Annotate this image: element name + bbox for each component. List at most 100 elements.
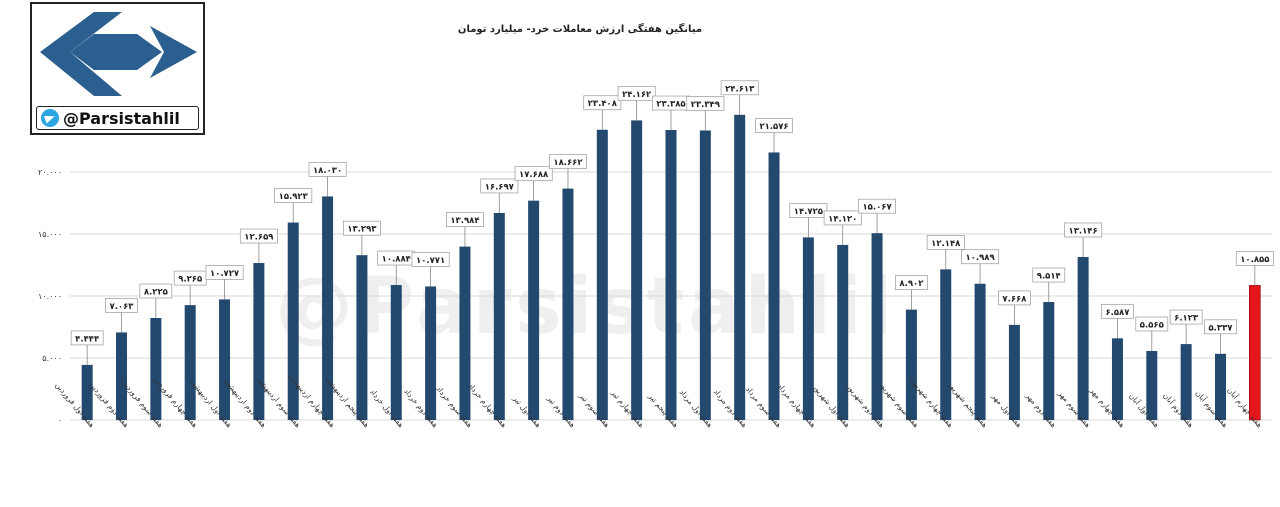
- data-label-box: [1169, 309, 1203, 325]
- bar: [802, 237, 814, 420]
- data-label-box: [617, 86, 656, 101]
- data-label: ۵.۵۶۵: [1140, 320, 1164, 330]
- telegram-icon: [41, 109, 59, 127]
- data-label: ۲۳.۴۰۸: [588, 99, 618, 109]
- bar: [1180, 344, 1192, 420]
- bar: [253, 263, 265, 420]
- data-label-box: [1204, 319, 1237, 335]
- data-label-box: [308, 162, 347, 177]
- bar: [1043, 302, 1055, 420]
- bar: [871, 233, 883, 420]
- data-label-box: [1135, 316, 1169, 332]
- data-label: ۱۲.۱۴۸: [931, 239, 961, 249]
- data-label: ۱۸.۶۶۲: [553, 158, 583, 168]
- y-tick-label: ۵.۰۰۰: [42, 354, 62, 363]
- bar: [493, 212, 505, 420]
- data-label-box: [239, 228, 278, 244]
- data-label-box: [789, 203, 828, 218]
- data-label: ۹.۵۱۴: [1037, 272, 1061, 282]
- bar: [528, 200, 540, 420]
- bar: [184, 305, 196, 420]
- bar: [596, 129, 608, 421]
- logo-shape-mid: [70, 34, 162, 70]
- bar: [734, 114, 746, 420]
- data-label-box: [549, 154, 587, 169]
- data-label: ۱۰.۷۷۱: [416, 256, 445, 266]
- data-label-box: [139, 283, 173, 299]
- bar: [1111, 338, 1123, 420]
- y-tick-label: ۰: [58, 416, 62, 425]
- data-label: ۲۱.۵۷۶: [759, 122, 788, 132]
- data-label: ۱۲.۶۵۹: [244, 233, 274, 243]
- data-label: ۸.۹۰۲: [899, 279, 924, 289]
- data-label-box: [514, 166, 553, 182]
- data-label: ۵.۳۳۷: [1208, 323, 1233, 333]
- bar: [81, 364, 93, 420]
- data-label-box: [998, 290, 1031, 306]
- data-label: ۱۴.۱۲۰: [828, 214, 857, 224]
- data-label: ۲۳.۳۴۹: [691, 100, 721, 110]
- data-label: ۱۳.۹۸۴: [450, 216, 479, 226]
- data-label-box: [895, 275, 928, 290]
- bar: [974, 283, 986, 420]
- data-label-box: [411, 252, 450, 267]
- data-label-box: [926, 235, 965, 250]
- data-label: ۲۴.۶۱۳: [725, 84, 755, 94]
- data-label: ۱۵.۰۶۷: [862, 203, 892, 213]
- bar: [562, 188, 574, 420]
- data-label-box: [823, 210, 862, 226]
- data-label: ۱۰.۸۵۵: [1240, 255, 1269, 265]
- data-label: ۱۸.۰۳۰: [313, 166, 342, 176]
- bar: [905, 309, 917, 420]
- data-label: ۱۰.۹۸۹: [965, 253, 995, 263]
- bar: [425, 286, 437, 420]
- data-label-box: [274, 188, 313, 203]
- watermark-text: @Parsistahlil: [275, 262, 897, 352]
- data-label: ۱۳.۲۹۳: [347, 225, 377, 235]
- bar: [287, 222, 299, 420]
- data-label-box: [755, 118, 793, 133]
- bar: [150, 318, 162, 420]
- bar: [116, 332, 128, 420]
- logo-handle-text: @Parsistahlil: [63, 108, 180, 128]
- y-tick-label: ۲۰.۰۰۰: [38, 168, 62, 177]
- data-label-box: [583, 95, 622, 111]
- data-label-box: [1235, 251, 1274, 266]
- parsistahlil-logo: @Parsistahlil: [30, 2, 205, 135]
- logo-handle-box: @Parsistahlil: [36, 106, 199, 130]
- data-label-box: [70, 330, 104, 346]
- logo-shape-bottom: [40, 52, 122, 96]
- y-tick-label: ۱۰.۰۰۰: [38, 292, 62, 301]
- data-label-box: [205, 265, 244, 280]
- bar: [1249, 285, 1261, 421]
- data-label-box: [858, 198, 897, 214]
- bar: [1214, 353, 1226, 420]
- data-label: ۱۶.۶۹۷: [485, 182, 515, 192]
- bar: [665, 130, 677, 420]
- data-label: ۱۰.۷۲۷: [210, 269, 240, 279]
- bar: [837, 244, 849, 420]
- bar: [356, 255, 368, 420]
- bar: [459, 246, 471, 420]
- data-label-box: [1064, 222, 1103, 238]
- data-label: ۸.۲۲۵: [144, 288, 168, 298]
- data-label: ۶.۵۸۷: [1105, 308, 1130, 318]
- data-label: ۱۳.۱۴۶: [1069, 226, 1098, 236]
- data-label-box: [445, 212, 484, 227]
- data-label: ۹.۲۶۵: [178, 275, 202, 285]
- bar: [322, 196, 334, 420]
- bar: [631, 120, 643, 420]
- bar: [940, 269, 952, 420]
- chart-title: میانگین هفتگی ارزش معاملات خرد- میلیارد …: [457, 24, 703, 35]
- data-label: ۷.۰۶۳: [110, 302, 135, 312]
- logo-emblem: [40, 12, 197, 96]
- data-label: ۱۷.۶۸۸: [519, 170, 549, 180]
- data-label: ۲۳.۳۸۵: [656, 100, 685, 110]
- bar: [1146, 350, 1158, 420]
- data-label-box: [961, 249, 1000, 265]
- data-label: ۴.۴۴۴: [75, 334, 99, 344]
- y-tick-label: ۱۵.۰۰۰: [38, 230, 62, 239]
- data-label: ۶.۱۲۳: [1174, 314, 1199, 324]
- bar: [768, 152, 780, 421]
- logo-shape-arrow: [150, 26, 197, 78]
